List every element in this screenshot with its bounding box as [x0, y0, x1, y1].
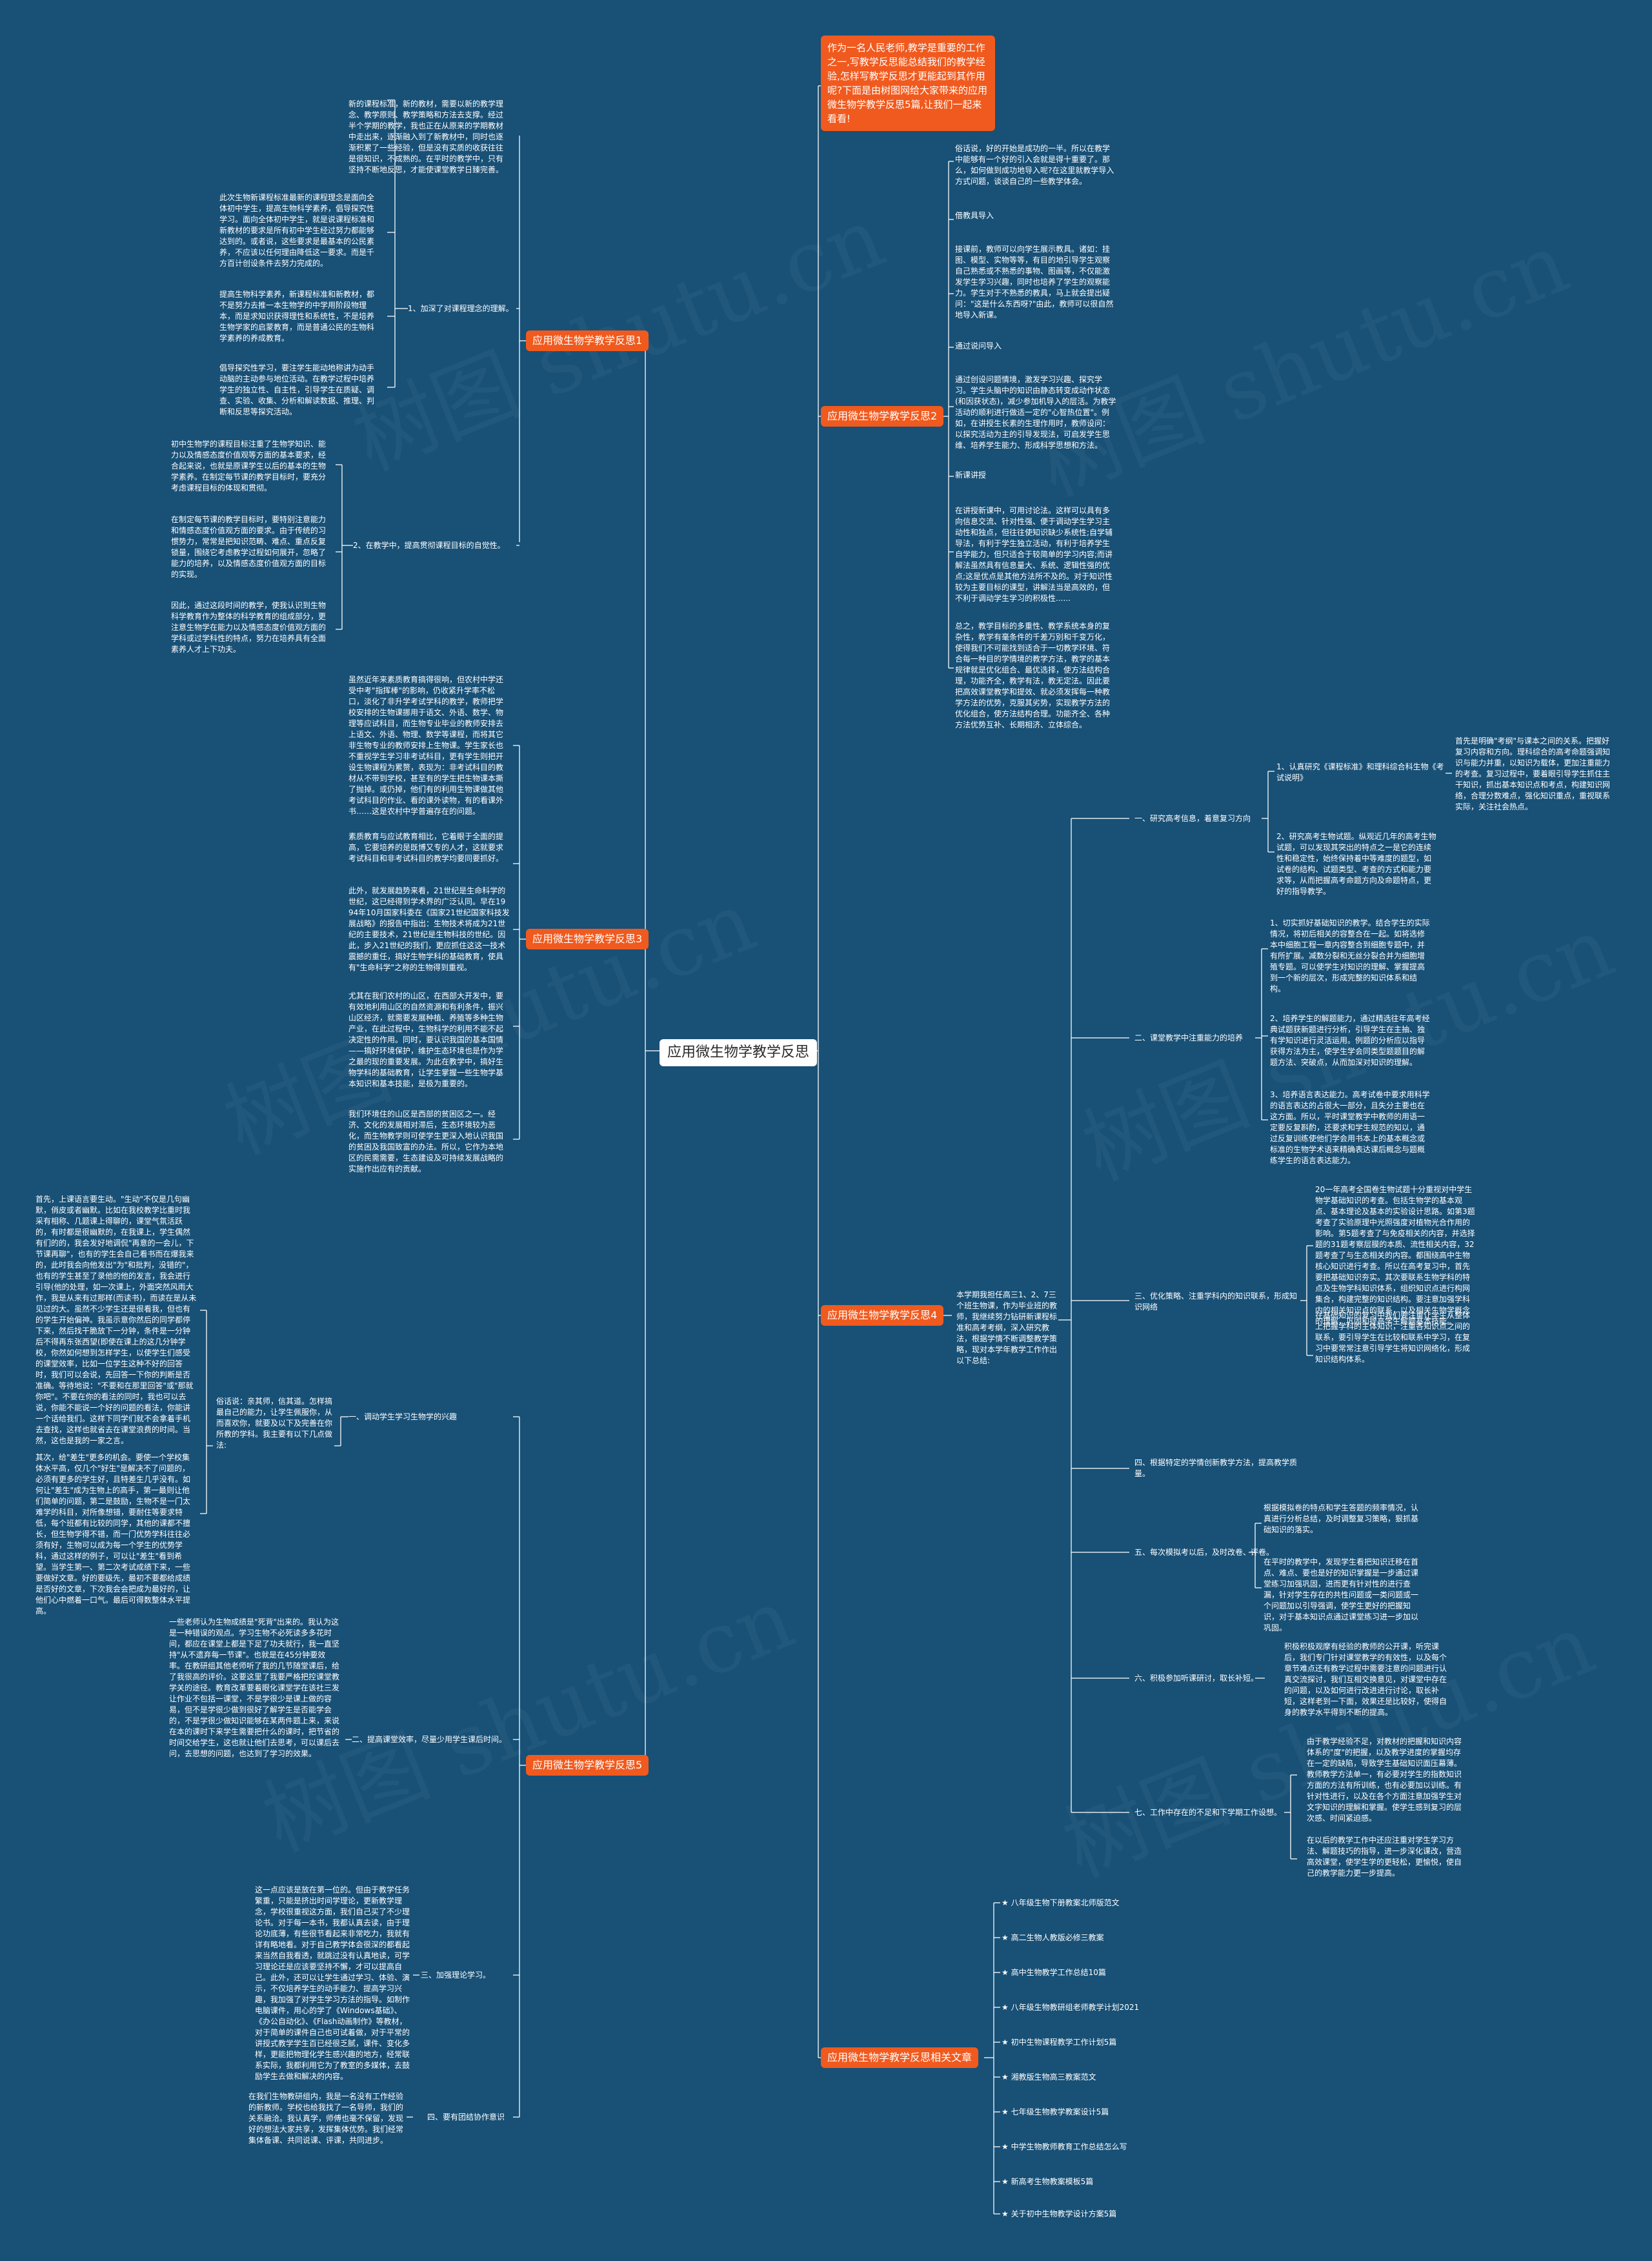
r4-topic-5[interactable]: 五、每次模拟考以后，及时改卷、评卷。	[1134, 1548, 1274, 1557]
r4-text-7b: 在以后的教学工作中还应注重对学生学习方法、解题技巧的指导，进一步深化课改，营造高…	[1307, 1836, 1462, 1878]
r4-topic-1b: 2、研究高考生物试题。纵观近几年的高考生物试题，可以发现其突出的特点之一是它的连…	[1276, 832, 1436, 896]
r3-text-4: 尤其在我们农村的山区，在西部大开发中，要有效地利用山区的自然资源和有利条件，振兴…	[348, 991, 504, 1088]
r2-text-5: 通过创设问题情境，激发学习兴趣、探究学习。学生头脑中的知识由静态转变成动作状态(…	[955, 375, 1116, 450]
r5-text-1b: 其次，给"差生"更多的机会。要使一个学校集体水平高，仅几个"好生"是解决不了问题…	[35, 1453, 191, 1616]
r2-text-4: 通过说问导入	[955, 341, 1002, 350]
r2-text-2: 借教具导入	[955, 211, 994, 220]
related-link[interactable]: ★ 七年级生物教学教案设计5篇	[1002, 2107, 1109, 2116]
root-node[interactable]: 应用微生物学教学反思	[660, 1039, 818, 1066]
related-link[interactable]: ★ 新高考生物教案模板5篇	[1002, 2177, 1094, 2186]
r2-text-1: 俗话说，好的开始是成功的一半。所以在教学中能够有一个好的引入会就是得十重要了。那…	[955, 144, 1114, 186]
related-link[interactable]: ★ 中学生物教师教育工作总结怎么写	[1002, 2142, 1127, 2151]
r5-topic-4[interactable]: 四、要有团结协作意识	[427, 2113, 505, 2122]
branch-reflection-1[interactable]: 应用微生物学教学反思1	[526, 330, 649, 351]
r4-text-6: 积极积极观摩有经验的教师的公开课，听完课后，我们专门针对课堂教学的有效性，以及每…	[1284, 1642, 1447, 1717]
branch-reflection-2[interactable]: 应用微生物学教学反思2	[821, 406, 944, 427]
r1-topic-concept[interactable]: 1、加深了对课程理念的理解。	[408, 304, 514, 313]
related-link[interactable]: ★ 八年级生物下册教案北师版范文	[1002, 1898, 1120, 1907]
r4-text-5a: 根据模拟卷的特点和学生答题的频率情况，认真进行分析总结，及时调整复习策略，狠抓基…	[1264, 1503, 1419, 1534]
r4-topic-6[interactable]: 六、积极参加听课研讨，取长补短。	[1134, 1674, 1259, 1683]
r4-text-2c: 3、培养语言表达能力。高考试卷中要求用科学的语言表达的占很大一部分，且失分主要也…	[1270, 1090, 1430, 1165]
r3-text-1: 虽然近年来素质教育搞得很响，但农村中学还受中考"指挥棒"的影响，仍收紧升学率不松…	[348, 675, 504, 816]
r4-text-5b: 在平时的教学中，发现学生看把知识迁移在首点、难点、要也是好的知识掌握是一步通过课…	[1264, 1557, 1419, 1632]
r1-topic-goal[interactable]: 2、在教学中，提高贯彻课程目标的自觉性。	[353, 541, 505, 550]
related-link[interactable]: ★ 高二生物人教版必修三教案	[1002, 1933, 1104, 1942]
branch-reflection-4[interactable]: 应用微生物学教学反思4	[821, 1305, 944, 1326]
r3-text-2: 素质教育与应试教育相比，它着眼于全面的提高，它要培养的是既博又专的人才，这就要求…	[348, 832, 504, 863]
related-link[interactable]: ★ 初中生物课程教学工作计划5篇	[1002, 2038, 1117, 2047]
r1-text-1: 新的课程标准，新的教材，需要以新的教学理念、教学原则、教学策略和方法去支撑。经过…	[348, 99, 504, 174]
r4-topic-4[interactable]: 四、根据特定的学情创新教学方法，提高教学质量。	[1134, 1458, 1298, 1478]
r1-text-7: 因此，通过这段时间的教学，使我认识到生物科学教育作为整体的科学教育的组成部分，更…	[171, 601, 327, 654]
r3-text-5: 我们环境住的山区是西部的贫困区之一。经济、文化的发展相对滞后，生态环境较为恶化，…	[348, 1110, 504, 1173]
r4-topic-7[interactable]: 七、工作中存在的不足和下学期工作设想。	[1134, 1808, 1282, 1817]
r5-topic-3[interactable]: 三、加强理论学习。	[421, 1971, 491, 1980]
r2-text-7: 在讲授新课中，可用讨论法。这样可以具有多向信息交流、针对性强、便于调动学生学习主…	[955, 506, 1113, 603]
r4-text-2a: 1、切实抓好基础知识的教学。结合学生的实际情况，将初后相关的容整合在一起。如将选…	[1270, 918, 1430, 993]
r4-intro: 本学期我担任高三1、2、7三个班生物课，作为毕业班的教师，我继续努力钻研新课程标…	[956, 1290, 1058, 1365]
r1-text-4: 倡导探究性学习，要注学生能动地称讲为动手动脑的主动参与地位活动。在教学过程中培养…	[219, 363, 375, 416]
related-link[interactable]: ★ 高中生物教学工作总结10篇	[1002, 1968, 1106, 1977]
r3-text-3: 此外，就发展趋势来看，21世纪是生命科学的世纪，这已经得到学术界的广泛认同。早在…	[348, 886, 510, 972]
r5-text-3: 这一点应该是放在第一位的。但由于教学任务繁重，只能是挤出时间学理论，更新教学理念…	[255, 1885, 410, 2081]
r4-topic-1a[interactable]: 1、认真研究《课程标准》和理科综合科生物《考试说明》	[1276, 762, 1444, 782]
r1-text-2: 此次生物新课程标准最新的课程理念是面向全体初中学生，提高生物科学素养，倡导探究性…	[219, 193, 375, 268]
r2-text-8: 总之，教学目标的多重性、教学系统本身的复杂性，教学有毫条件的千差万别和千变万化，…	[955, 622, 1111, 729]
r5-text-2: 一些老师认为生物成绩是"死背"出来的。我认为这是一种错误的观点。学习生物不必死读…	[169, 1617, 340, 1758]
related-link[interactable]: ★ 关于初中生物教学设计方案5篇	[1002, 2209, 1117, 2218]
r2-text-3: 接课前，教师可以向学生展示教具。诸如：挂图、模型、实物等等，有目的地引导学生观察…	[955, 245, 1114, 319]
r5-text-4: 在我们生物教研组内，我是一名没有工作经验的新教师。学校也给我找了一名导师，我们的…	[248, 2092, 404, 2145]
r4-text-7a: 由于教学经验不足，对教材的把握和知识内容体系的"度"的把握，以及教学进度的掌握均…	[1307, 1737, 1462, 1823]
branch-related-articles[interactable]: 应用微生物学教学反思相关文章	[821, 2047, 979, 2068]
r4-topic-1a-text: 首先是明确"考纲"与课本之间的关系。把握好复习内容和方向。理科综合的高考命题强调…	[1455, 736, 1611, 811]
r4-topic-3[interactable]: 三、优化策略、注重学科内的知识联系，形成知识网络	[1134, 1292, 1298, 1312]
branch-reflection-3[interactable]: 应用微生物学教学反思3	[526, 929, 649, 949]
related-link[interactable]: ★ 八年级生物教研组老师教学计划2021	[1002, 2003, 1140, 2012]
r5-text-1a: 首先，上课语言要生动。"生动"不仅是几句幽默，俏皮或者幽默。比如在我校教学比重时…	[35, 1195, 197, 1445]
r4-text-2b: 2、培养学生的解题能力，通过精选往年高考经典试题获新题进行分析，引导学生在主抽、…	[1270, 1014, 1430, 1067]
r1-text-6: 在制定每节课的教学目标时，要特别注意能力和情感态度价值观方面的要求。由于传统的习…	[171, 515, 327, 579]
r1-text-3: 提高生物科学素养，新课程标准和新教材，都不是努力去推一本生物学的中学用阶段物理本…	[219, 290, 375, 343]
r4-text-3b: 在基础知识的复习中我们要注重让学生从整体上把握学科的主体知识，注重各知识点之间的…	[1315, 1311, 1471, 1364]
r2-text-6: 新课讲授	[955, 471, 987, 480]
r4-topic-2[interactable]: 二、课堂教学中注重能力的培养	[1134, 1033, 1244, 1042]
r5-topic-1-intro: 俗话说：亲其师，信其道。怎样搞最自己的能力，让学生佩服你，从而喜欢你，就要及以下…	[216, 1397, 333, 1450]
r5-topic-2[interactable]: 二、提高课堂效率，尽量少用学生课后时间。	[352, 1735, 507, 1744]
r4-text-3a: 20一年高考全国卷生物试题十分重视对中学生物学基础知识的考查。包括生物学的基本观…	[1315, 1185, 1475, 1326]
intro-card: 作为一名人民老师,教学是重要的工作之一,写教学反思能总结我们的教学经验,怎样写教…	[821, 35, 995, 131]
related-link[interactable]: ★ 湘教版生物高三教案范文	[1002, 2073, 1096, 2082]
r1-text-5: 初中生物学的课程目标注重了生物学知识、能力以及情感态度价值观等方面的基本要求，经…	[171, 440, 327, 492]
branch-reflection-5[interactable]: 应用微生物学教学反思5	[526, 1755, 649, 1776]
r5-topic-1[interactable]: 一、调动学生学习生物学的兴趣	[348, 1412, 458, 1421]
r4-topic-1[interactable]: 一、研究高考信息，着意复习方向	[1134, 814, 1251, 823]
